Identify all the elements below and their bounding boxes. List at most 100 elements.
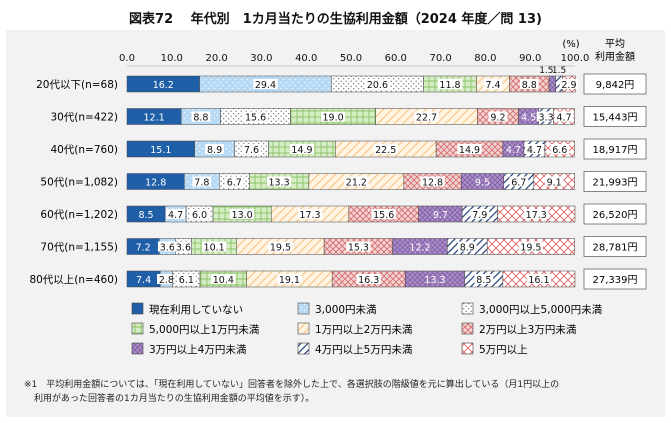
avg-value: 27,339円 (593, 275, 638, 286)
legend-swatch (131, 322, 144, 335)
legend-swatch (131, 342, 144, 355)
data-label-bg (518, 241, 544, 252)
category-label: 80代以上(n=460) (29, 274, 118, 286)
data-label: 2.8 (159, 275, 174, 286)
avg-box (583, 236, 647, 257)
avg-value: 28,781円 (593, 243, 638, 254)
data-label-bg (157, 274, 176, 284)
data-label: 3.6 (176, 243, 191, 254)
data-label-bg (356, 274, 381, 284)
data-label-bg (371, 209, 396, 219)
legend-label: 5万円以上 (479, 344, 528, 356)
legend-label: 2万円以上3万円未満 (479, 324, 577, 336)
data-label-bg (192, 176, 212, 187)
data-label: 11.8 (439, 80, 460, 91)
data-label-bg (437, 79, 463, 89)
data-label-bg (526, 274, 552, 284)
x-tick-label: 40.0 (295, 53, 317, 64)
footnote: ※1 平均利用金額については、「現在利用していない」回答者を除外した上で、各選択… (24, 378, 654, 406)
x-tick-label: 20.0 (205, 53, 227, 64)
data-label: 10.1 (204, 243, 225, 254)
data-label-bg (253, 79, 278, 89)
data-label: 7.9 (472, 210, 487, 221)
data-label: 8.8 (522, 80, 537, 91)
data-label: 15.6 (245, 113, 266, 124)
legend-label: 3万円以上4万円未満 (149, 344, 247, 356)
data-label-bg (524, 209, 549, 219)
data-label: 22.7 (416, 113, 437, 124)
avg-box (583, 106, 647, 127)
data-label-bg (344, 176, 369, 187)
x-tick-label: 80.0 (474, 53, 496, 64)
data-label: 21.2 (346, 178, 367, 189)
data-label-bg (365, 79, 390, 89)
data-label: 20.6 (367, 80, 388, 91)
footnote-line-2: 利用があった回答者の1カ月当たりの生協利用金額の平均値を示す）。 (34, 394, 315, 404)
data-label-bg (373, 144, 398, 154)
data-label-bg (224, 176, 244, 187)
legend-swatch (297, 322, 310, 335)
unit-label: (%) (562, 39, 579, 50)
data-label: 14.9 (459, 145, 480, 156)
avg-box (583, 268, 647, 290)
data-label-bg (509, 176, 529, 187)
data-label-bg (176, 274, 196, 284)
data-label-bg (157, 241, 177, 252)
data-label: 6.7 (227, 178, 242, 189)
data-label-bg (266, 176, 292, 187)
category-label: 20代以下(n=68) (36, 79, 118, 91)
data-label: 13.3 (269, 178, 290, 189)
data-label-bg (457, 241, 477, 252)
avg-value: 21,993円 (593, 178, 638, 189)
data-label-bg (554, 111, 574, 122)
data-label: 10.4 (213, 275, 234, 286)
chart-panel (6, 30, 665, 417)
data-label: 2.9 (561, 80, 576, 91)
data-label-bg (550, 144, 570, 154)
legend-label: 5,000円以上1万円未満 (149, 324, 260, 336)
avg-value: 9,842円 (596, 80, 635, 91)
x-tick-label: 30.0 (250, 53, 272, 64)
legend-label: 3,000円未満 (315, 304, 377, 316)
data-label-bg (519, 79, 539, 89)
category-label: 70代(n=1,155) (40, 242, 118, 254)
data-label-bg (536, 111, 556, 122)
data-label: 8.5 (138, 210, 153, 221)
legend-label: 1万円以上2万円未満 (315, 324, 413, 336)
data-label: 17.3 (299, 210, 320, 221)
data-label-bg (242, 144, 261, 154)
category-label: 30代(n=422) (50, 112, 118, 124)
data-label: 4.7 (506, 145, 521, 156)
data-label: 7.8 (194, 178, 209, 189)
avg-header: 平均 (605, 38, 625, 50)
data-label: 4.7 (168, 210, 183, 221)
data-label-bg (559, 79, 579, 89)
data-label-bg (488, 111, 508, 122)
data-label-bg (191, 111, 211, 122)
data-label: 19.5 (270, 243, 291, 254)
data-label-bg (277, 274, 302, 284)
category-label: 60代(n=1,202) (40, 209, 118, 221)
data-label: 4.5 (521, 113, 536, 124)
x-tick-label: 60.0 (385, 53, 407, 64)
data-label: 16.1 (528, 275, 549, 286)
bar-segment (548, 75, 556, 93)
data-label: 13.3 (424, 275, 445, 286)
x-tick-label: 50.0 (340, 53, 362, 64)
data-label: 4.7 (556, 113, 571, 124)
data-label: 7.6 (244, 145, 259, 156)
data-label-bg (229, 209, 255, 219)
legend-swatch (461, 342, 474, 355)
avg-value: 15,443円 (593, 113, 638, 124)
avg-value: 26,520円 (593, 210, 638, 221)
avg-box (583, 138, 647, 160)
avg-box (583, 73, 647, 95)
data-label-bg (289, 144, 315, 154)
data-label-bg (544, 176, 564, 187)
data-label: 1.5 (552, 66, 566, 76)
x-tick-label: 10.0 (161, 53, 183, 64)
data-label: 6.1 (179, 275, 194, 286)
chart-title: 図表72 年代別 1カ月当たりの生協利用金額（2024 年度／問 13) (129, 12, 542, 27)
data-label-bg (474, 274, 494, 284)
data-label: 8.5 (476, 275, 491, 286)
